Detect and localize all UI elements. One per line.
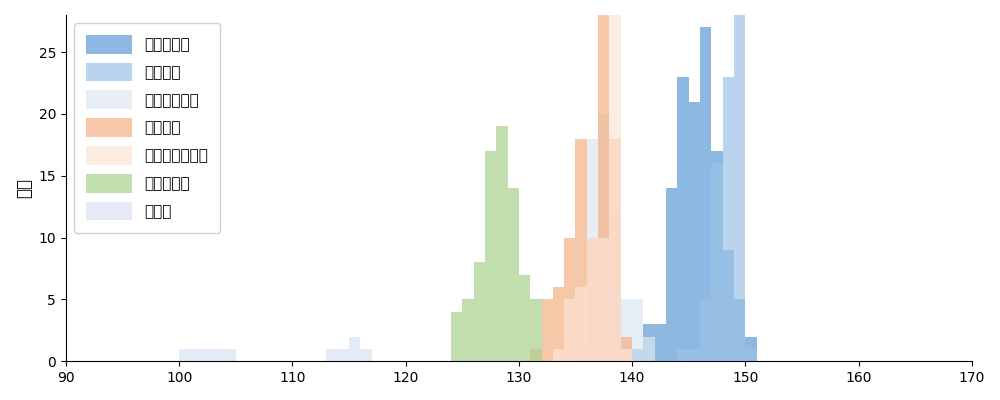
Bar — [587, 238, 598, 361]
Bar — [587, 238, 598, 361]
Bar — [632, 300, 643, 361]
Bar — [677, 77, 689, 361]
Bar — [190, 349, 202, 361]
Bar — [609, 0, 621, 361]
Bar — [745, 336, 757, 361]
Bar — [666, 188, 677, 361]
Bar — [655, 324, 666, 361]
Bar — [689, 102, 700, 361]
Bar — [723, 250, 734, 361]
Bar — [508, 188, 519, 361]
Bar — [496, 126, 508, 361]
Bar — [213, 349, 224, 361]
Bar — [700, 27, 711, 361]
Bar — [530, 300, 542, 361]
Bar — [462, 300, 474, 361]
Bar — [632, 349, 643, 361]
Bar — [564, 238, 575, 361]
Bar — [711, 164, 723, 361]
Bar — [587, 139, 598, 361]
Bar — [609, 139, 621, 361]
Bar — [451, 312, 462, 361]
Bar — [711, 151, 723, 361]
Bar — [621, 336, 632, 361]
Bar — [519, 275, 530, 361]
Bar — [677, 349, 689, 361]
Bar — [689, 349, 700, 361]
Y-axis label: 球数: 球数 — [15, 178, 33, 198]
Bar — [745, 349, 757, 361]
Bar — [553, 349, 564, 361]
Bar — [485, 151, 496, 361]
Bar — [609, 213, 621, 361]
Bar — [575, 287, 587, 361]
Bar — [530, 349, 542, 361]
Bar — [643, 336, 655, 361]
Bar — [224, 349, 236, 361]
Bar — [621, 300, 632, 361]
Bar — [598, 238, 609, 361]
Bar — [202, 349, 213, 361]
Bar — [621, 349, 632, 361]
Bar — [734, 3, 745, 361]
Bar — [700, 300, 711, 361]
Bar — [360, 349, 372, 361]
Legend: ストレート, シュート, カットボール, フォーク, チェンジアップ, スライダー, カーブ: ストレート, シュート, カットボール, フォーク, チェンジアップ, スライダ… — [74, 23, 220, 232]
Bar — [734, 300, 745, 361]
Bar — [575, 139, 587, 361]
Bar — [553, 287, 564, 361]
Bar — [564, 300, 575, 361]
Bar — [643, 324, 655, 361]
Bar — [598, 114, 609, 361]
Bar — [338, 349, 349, 361]
Bar — [179, 349, 190, 361]
Bar — [349, 336, 360, 361]
Bar — [474, 262, 485, 361]
Bar — [598, 15, 609, 361]
Bar — [723, 77, 734, 361]
Bar — [542, 300, 553, 361]
Bar — [326, 349, 338, 361]
Bar — [575, 349, 587, 361]
